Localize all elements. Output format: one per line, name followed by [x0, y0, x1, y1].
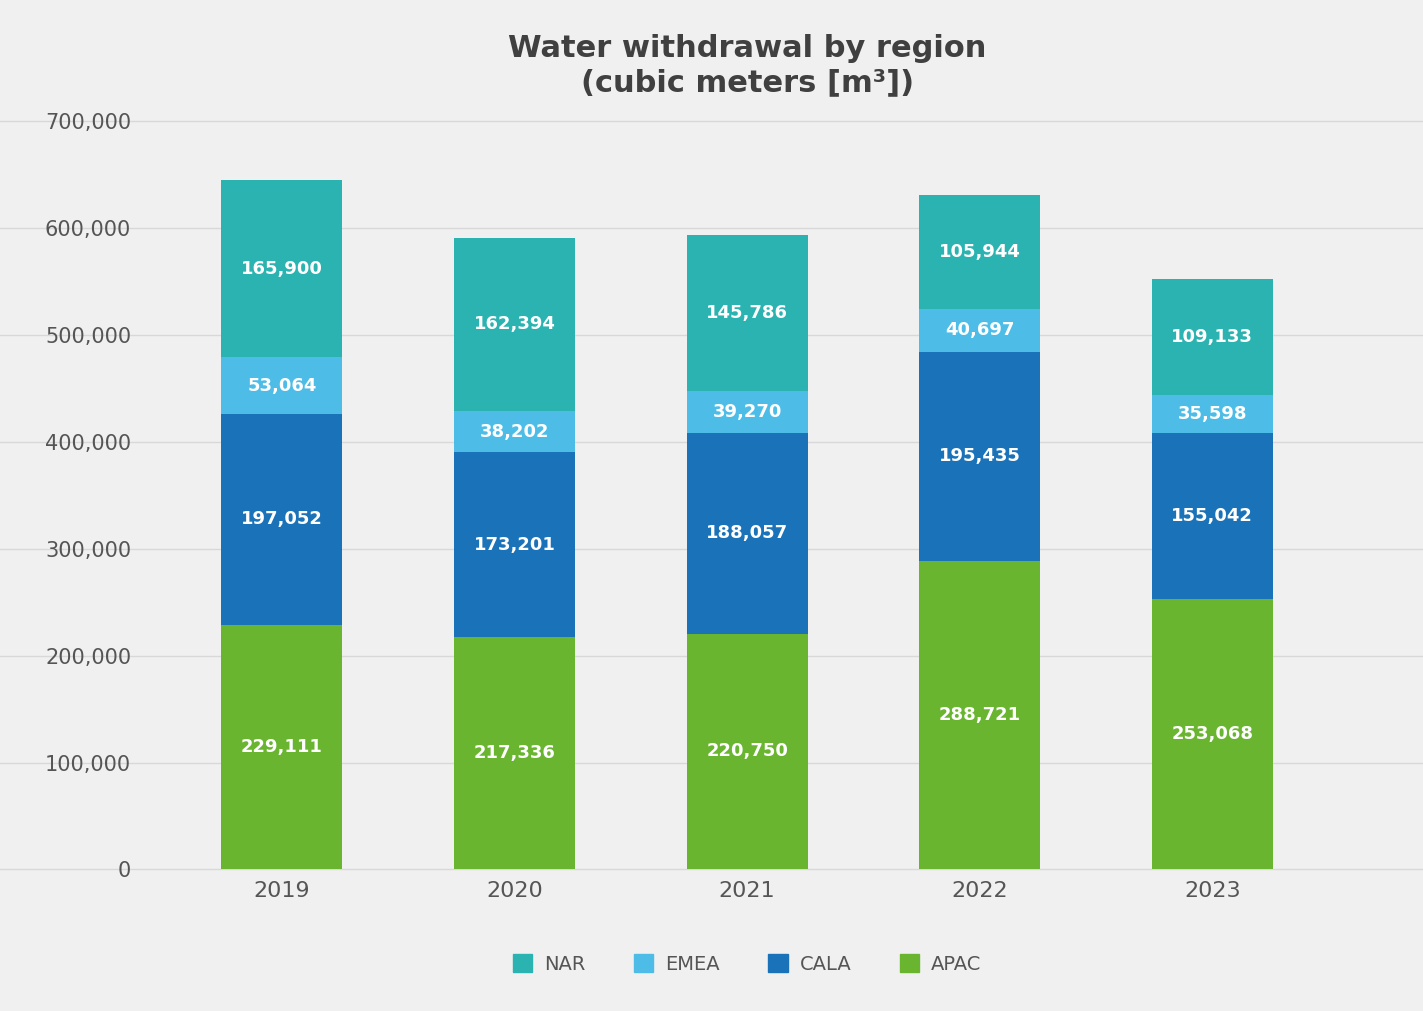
Text: 162,394: 162,394 — [474, 315, 555, 334]
Bar — [1151, 599, 1272, 869]
Bar — [687, 634, 808, 869]
Text: 53,064: 53,064 — [248, 377, 316, 394]
Bar — [222, 625, 343, 869]
Text: 35,598: 35,598 — [1178, 405, 1247, 424]
Bar — [919, 308, 1040, 352]
Text: 109,133: 109,133 — [1171, 328, 1254, 346]
Bar — [454, 411, 575, 452]
Bar — [919, 352, 1040, 561]
Bar — [1151, 434, 1272, 599]
Text: 105,944: 105,944 — [939, 243, 1020, 261]
Text: 38,202: 38,202 — [480, 423, 549, 441]
Bar — [919, 561, 1040, 869]
Bar — [222, 180, 343, 357]
Bar — [1151, 279, 1272, 395]
Text: 253,068: 253,068 — [1171, 725, 1254, 743]
Bar — [454, 637, 575, 869]
Bar — [919, 195, 1040, 308]
Bar — [222, 357, 343, 413]
Text: 195,435: 195,435 — [939, 448, 1020, 465]
Text: 39,270: 39,270 — [713, 402, 781, 421]
Bar — [1151, 395, 1272, 434]
Text: 229,111: 229,111 — [240, 738, 323, 756]
Text: 145,786: 145,786 — [706, 303, 788, 321]
Bar — [687, 235, 808, 390]
Text: 220,750: 220,750 — [706, 742, 788, 760]
Text: 173,201: 173,201 — [474, 536, 555, 554]
Text: 197,052: 197,052 — [240, 511, 323, 529]
Bar — [687, 433, 808, 634]
Legend: NAR, EMEA, CALA, APAC: NAR, EMEA, CALA, APAC — [505, 946, 989, 982]
Bar — [687, 390, 808, 433]
Text: 188,057: 188,057 — [706, 524, 788, 542]
Bar — [454, 238, 575, 411]
Text: 165,900: 165,900 — [240, 260, 323, 278]
Bar — [222, 413, 343, 625]
Bar — [454, 452, 575, 637]
Title: Water withdrawal by region
(cubic meters [m³]): Water withdrawal by region (cubic meters… — [508, 34, 986, 97]
Text: 217,336: 217,336 — [474, 744, 555, 762]
Text: 40,697: 40,697 — [945, 321, 1015, 340]
Text: 288,721: 288,721 — [939, 706, 1020, 724]
Text: 155,042: 155,042 — [1171, 508, 1254, 525]
